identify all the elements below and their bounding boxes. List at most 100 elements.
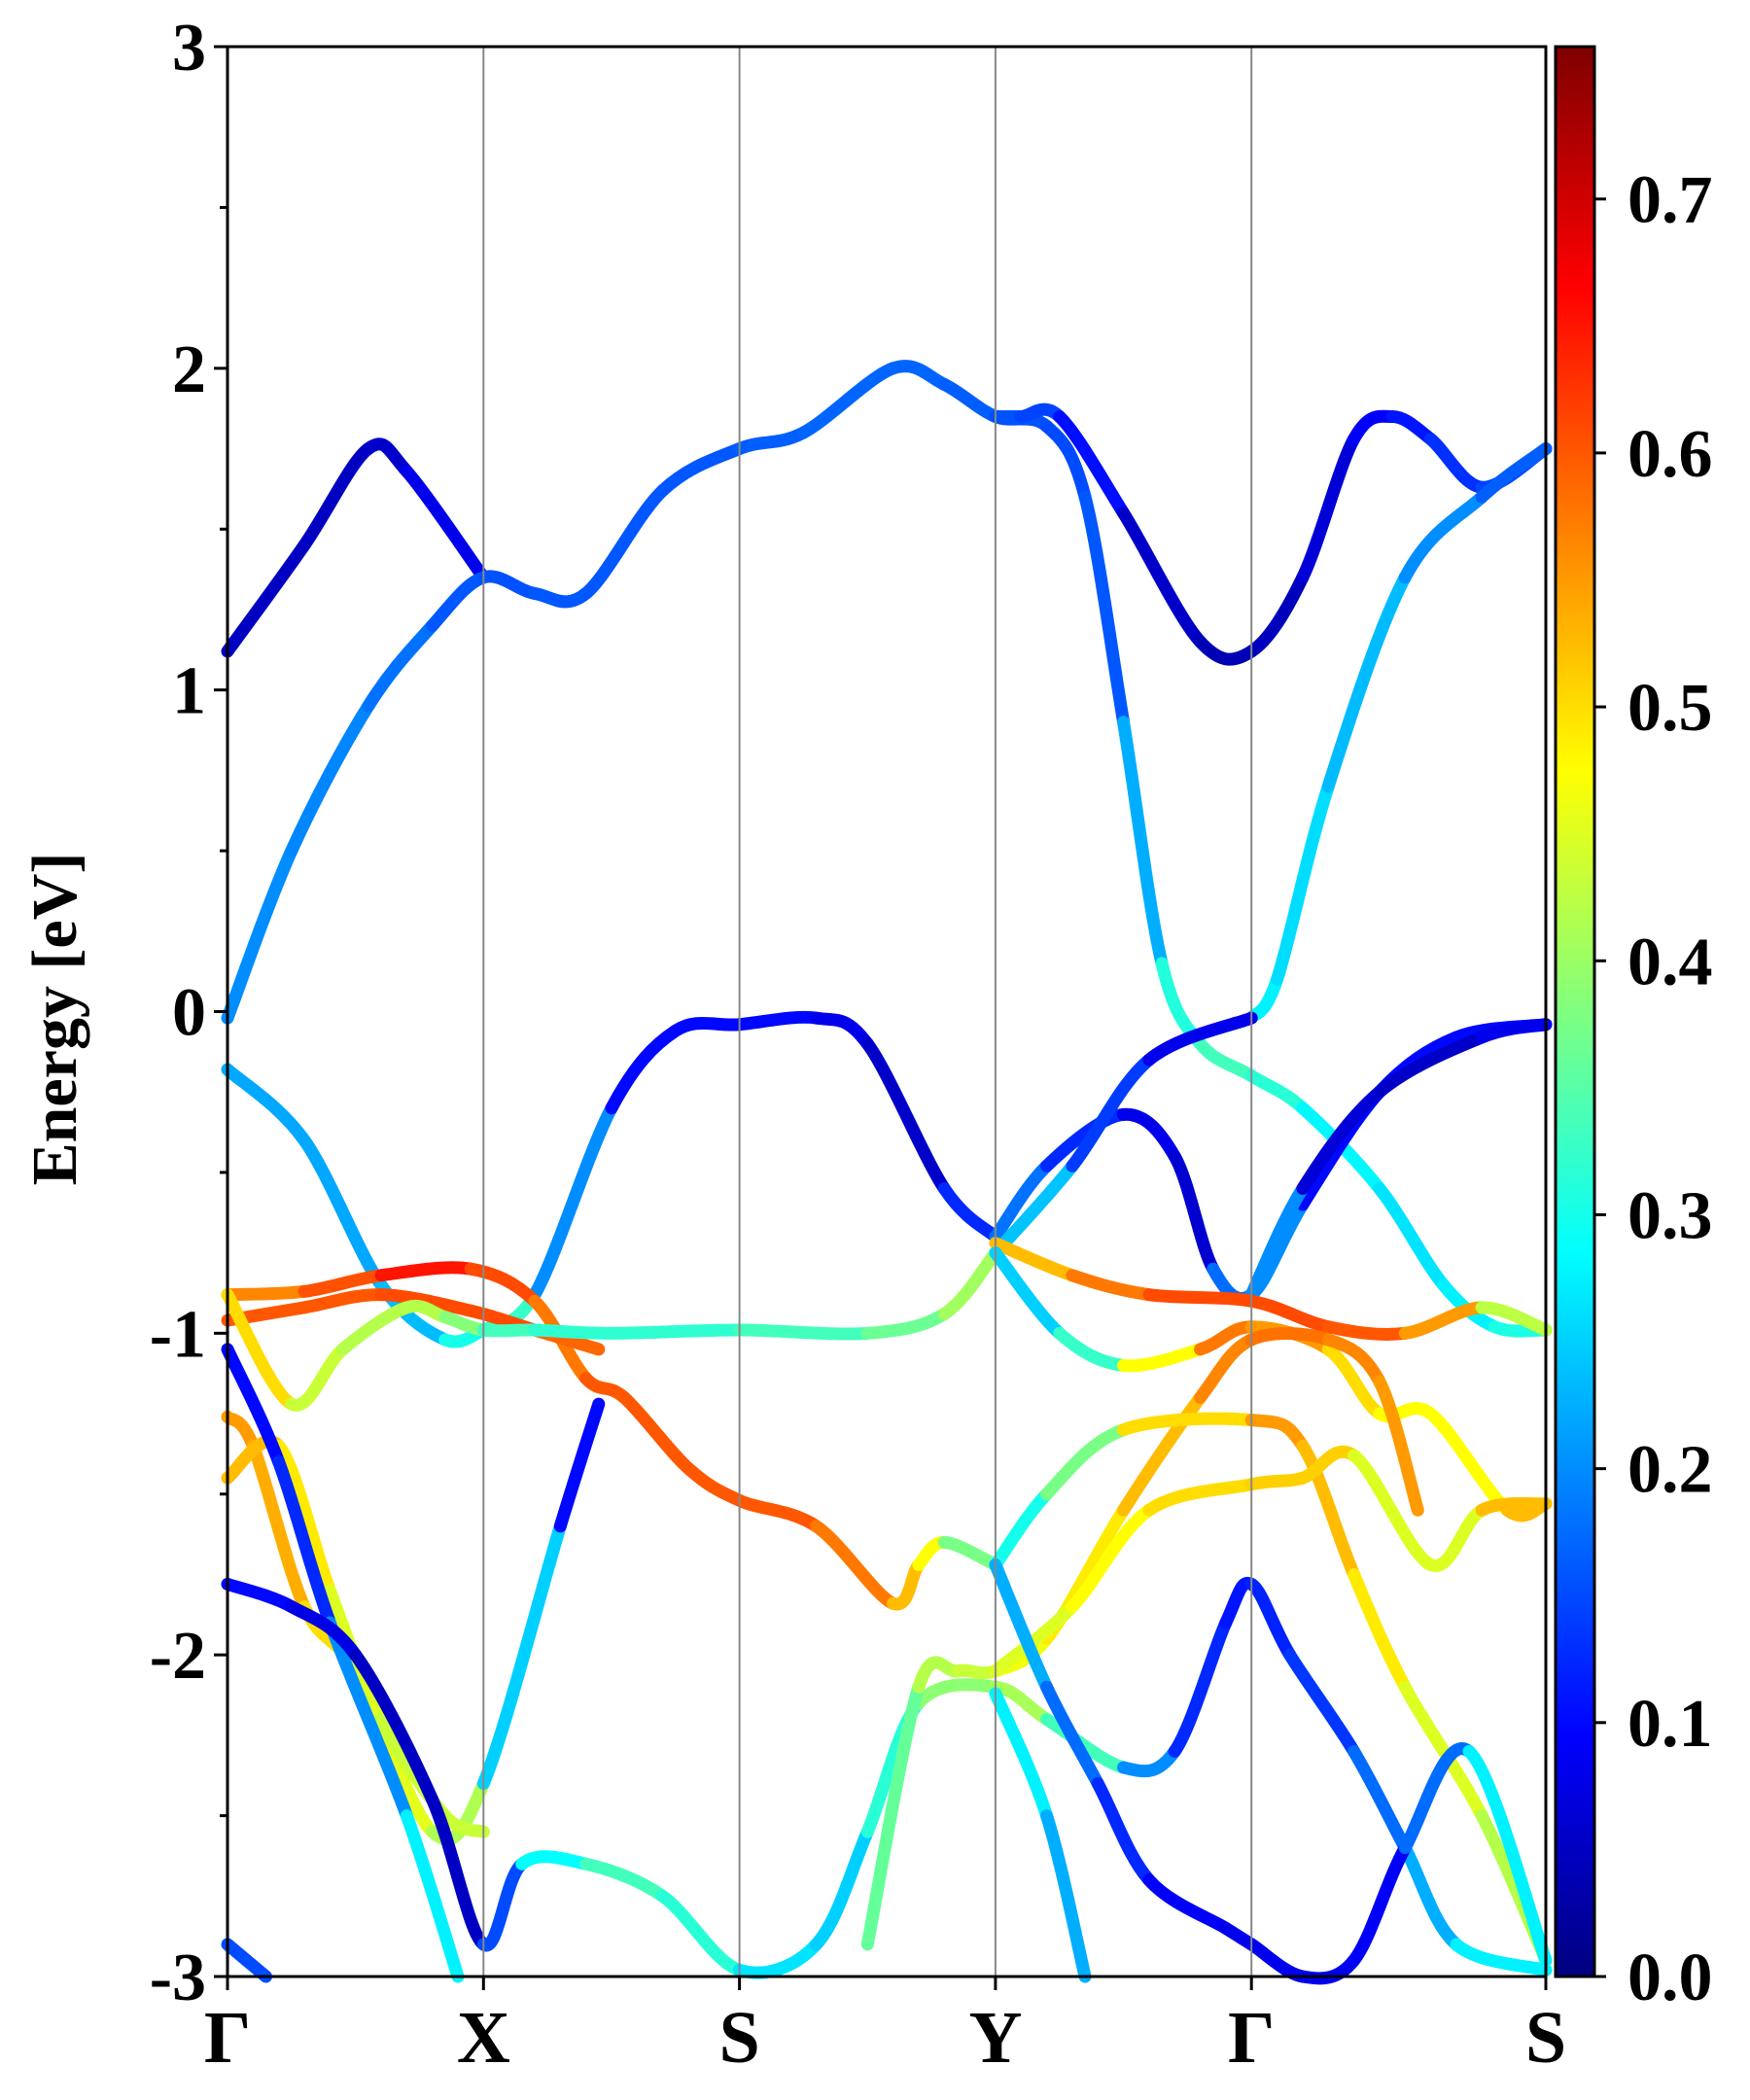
band-segment bbox=[1168, 1616, 1233, 1758]
band-segment bbox=[246, 1439, 311, 1614]
band-segment bbox=[1398, 1742, 1476, 1855]
colorbar-tick-label: 0.2 bbox=[1628, 1433, 1713, 1508]
band-segment bbox=[937, 1246, 1002, 1320]
band-segment bbox=[1091, 1777, 1156, 1887]
band-segment bbox=[605, 1323, 747, 1340]
band-segment bbox=[285, 1600, 363, 1662]
band-segment bbox=[553, 1397, 606, 1533]
x-tick-label: Γ bbox=[204, 1997, 251, 2079]
band-segment bbox=[1475, 442, 1553, 504]
band-segment bbox=[1321, 1333, 1386, 1388]
band-segment bbox=[937, 1181, 1002, 1243]
band-segment bbox=[221, 539, 311, 658]
band-segment bbox=[733, 1323, 874, 1341]
band-segment bbox=[887, 1558, 926, 1611]
band-segment bbox=[272, 1455, 336, 1629]
y-tick-label: 1 bbox=[172, 654, 206, 729]
band-segment bbox=[733, 426, 810, 456]
band-segment bbox=[733, 1493, 823, 1533]
y-tick-label: -1 bbox=[150, 1297, 206, 1372]
band-segment bbox=[1244, 1471, 1310, 1491]
band-segment bbox=[989, 1488, 1054, 1572]
band-segment bbox=[438, 1809, 490, 1838]
band-4 bbox=[1244, 442, 1553, 1025]
plot-frame bbox=[226, 45, 1548, 1978]
colorbar-tick-label: 0.5 bbox=[1628, 671, 1713, 746]
band-segment bbox=[1142, 1478, 1258, 1517]
band-segment bbox=[1398, 1841, 1463, 1951]
band-segment bbox=[1424, 433, 1488, 494]
band-segment bbox=[1244, 1069, 1310, 1115]
band-segment bbox=[887, 360, 951, 391]
band-segment bbox=[1066, 1053, 1156, 1172]
band-segment bbox=[937, 1535, 1002, 1572]
band-segment bbox=[1475, 1018, 1553, 1044]
band-segment bbox=[1066, 1503, 1156, 1614]
band-segment bbox=[1321, 1320, 1412, 1341]
band-segment bbox=[221, 1288, 298, 1411]
band-segment bbox=[298, 442, 375, 552]
band-segment bbox=[1053, 1326, 1131, 1372]
band-segment bbox=[1348, 409, 1399, 446]
y-tick-label: 0 bbox=[172, 976, 206, 1051]
y-tick-label: 2 bbox=[172, 332, 206, 407]
x-tick-label: Γ bbox=[1228, 1997, 1275, 2079]
band-segment bbox=[285, 699, 375, 858]
band-segment bbox=[810, 1825, 874, 1951]
band-segment bbox=[298, 1134, 388, 1292]
band-segment bbox=[1117, 1391, 1208, 1517]
band-segment bbox=[1040, 1809, 1092, 1983]
band-segment bbox=[1398, 1680, 1488, 1823]
band-segment bbox=[617, 1391, 695, 1475]
band-segment bbox=[426, 1777, 490, 1846]
band-segment bbox=[400, 1809, 465, 1983]
band-segment bbox=[221, 844, 298, 1025]
band-segment bbox=[1244, 972, 1284, 1025]
band-segment bbox=[1117, 1343, 1208, 1373]
band-segment bbox=[605, 1024, 682, 1115]
band-segment bbox=[656, 1889, 747, 1977]
band-segment bbox=[1348, 1449, 1438, 1572]
band-segment bbox=[1142, 1011, 1258, 1067]
band-segment bbox=[1244, 1294, 1335, 1334]
band-21 bbox=[989, 1445, 1553, 1678]
band-segment bbox=[1475, 1496, 1553, 1517]
band-segment bbox=[1117, 1107, 1181, 1163]
band-segment bbox=[1117, 1412, 1258, 1437]
band-segment bbox=[221, 1301, 311, 1327]
y-tick-label: -3 bbox=[150, 1941, 206, 2015]
band-lines bbox=[221, 360, 1553, 1985]
x-tick-label: S bbox=[718, 1997, 759, 2079]
band-segment bbox=[810, 1520, 900, 1610]
band-segment bbox=[221, 1577, 298, 1614]
band-23 bbox=[221, 1938, 272, 1983]
band-segment bbox=[476, 1520, 567, 1790]
band-segment bbox=[860, 1037, 951, 1195]
band-segment bbox=[1194, 1333, 1258, 1404]
x-tick-label: X bbox=[457, 1997, 510, 2079]
colorbar-tick-label: 0.1 bbox=[1628, 1687, 1713, 1762]
y-tick-label: -2 bbox=[150, 1619, 206, 1694]
band-20 bbox=[989, 1412, 1553, 1967]
band-segment bbox=[349, 1648, 439, 1806]
band-segment bbox=[374, 1288, 477, 1317]
band-segment bbox=[860, 1680, 926, 1951]
band-segment bbox=[1244, 1414, 1310, 1452]
band-segment bbox=[298, 1288, 388, 1314]
band-24 bbox=[989, 1687, 1092, 1983]
band-segment bbox=[1475, 1301, 1553, 1337]
band-segment bbox=[528, 1323, 618, 1340]
band-segment bbox=[1117, 507, 1208, 648]
band-17 bbox=[221, 1343, 465, 1983]
band-2 bbox=[221, 360, 1553, 1338]
band-segment bbox=[1373, 1402, 1438, 1423]
band-segment bbox=[989, 1680, 1054, 1726]
band-segment bbox=[1450, 1938, 1553, 1977]
band-segment bbox=[476, 570, 542, 600]
band-segment bbox=[1040, 1423, 1131, 1501]
band-segment bbox=[669, 1016, 747, 1037]
band-segment bbox=[989, 1159, 1054, 1243]
band-10 bbox=[221, 1261, 1002, 1611]
band-segment bbox=[989, 1237, 1079, 1282]
